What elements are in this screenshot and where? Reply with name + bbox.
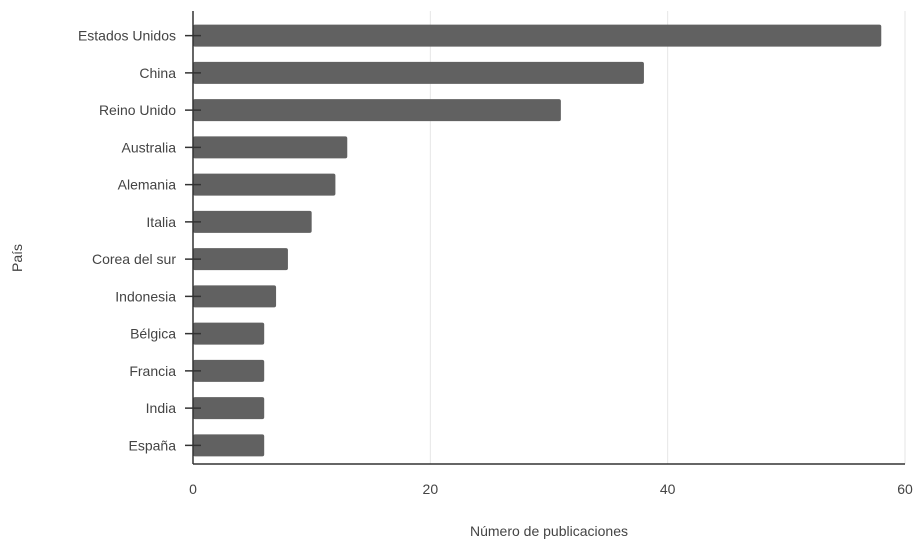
bars bbox=[193, 24, 882, 457]
x-tick-label: 0 bbox=[189, 481, 197, 497]
category-label: España bbox=[129, 437, 177, 453]
gridlines bbox=[429, 11, 906, 464]
category-label: Italia bbox=[146, 214, 176, 230]
bar bbox=[193, 136, 348, 159]
category-label: India bbox=[146, 400, 177, 416]
category-label: Francia bbox=[129, 363, 176, 379]
bar bbox=[193, 285, 277, 308]
x-tick-label: 60 bbox=[897, 481, 913, 497]
bar bbox=[193, 434, 265, 457]
category-label: Australia bbox=[122, 139, 177, 155]
category-label: Reino Unido bbox=[99, 102, 176, 118]
bar bbox=[193, 248, 288, 271]
x-tick-labels: 0 20 40 60 bbox=[189, 481, 913, 497]
bar bbox=[193, 359, 265, 382]
bar bbox=[193, 210, 312, 233]
category-label: Corea del sur bbox=[92, 251, 176, 267]
category-labels: Estados Unidos China Reino Unido Australia A… bbox=[78, 28, 176, 454]
category-label: Alemania bbox=[118, 177, 177, 193]
bar bbox=[193, 61, 644, 84]
x-axis-title: Número de publicaciones bbox=[470, 523, 628, 539]
bar bbox=[193, 397, 265, 420]
y-axis-title: País bbox=[9, 244, 25, 272]
category-label: China bbox=[139, 65, 176, 81]
bar bbox=[193, 24, 882, 47]
axes bbox=[185, 11, 905, 465]
bar bbox=[193, 99, 561, 122]
bar bbox=[193, 322, 265, 345]
x-tick-label: 20 bbox=[423, 481, 439, 497]
bar bbox=[193, 173, 336, 196]
category-label: Bélgica bbox=[130, 326, 176, 342]
category-label: Estados Unidos bbox=[78, 28, 176, 44]
category-label: Indonesia bbox=[115, 288, 176, 304]
x-tick-label: 40 bbox=[660, 481, 676, 497]
